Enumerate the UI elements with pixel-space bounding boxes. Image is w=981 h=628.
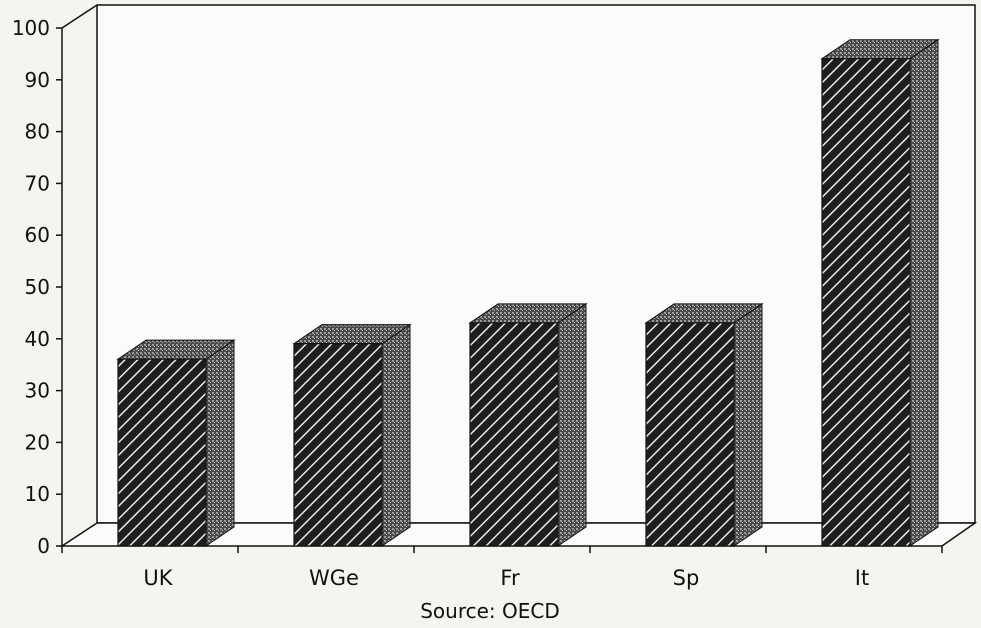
y-tick-label: 80 [25, 120, 50, 144]
bar-side [733, 302, 763, 547]
bar-side [557, 302, 587, 547]
y-tick-label: 20 [25, 430, 50, 454]
x-category-label: Sp [673, 566, 700, 590]
source-note: Source: OECD [420, 599, 560, 623]
y-tick-label: 0 [37, 534, 50, 558]
x-category-label: Fr [500, 566, 520, 590]
y-tick-label: 60 [25, 223, 50, 247]
y-tick-label: 30 [25, 379, 50, 403]
bar-UK [117, 358, 207, 547]
bar-WGe [293, 343, 383, 547]
x-category-label: UK [143, 566, 173, 590]
y-tick-label: 70 [25, 171, 50, 195]
bar-It [821, 58, 911, 547]
y-tick-label: 50 [25, 275, 50, 299]
y-tick-label: 90 [25, 68, 50, 92]
bars [116, 38, 940, 547]
x-category-label: It [855, 566, 869, 590]
bar-side [381, 323, 411, 547]
y-tick-label: 40 [25, 327, 50, 351]
x-category-labels: UK WGe Fr Sp It [143, 566, 869, 590]
x-category-label: WGe [309, 566, 359, 590]
y-axis-depth-top [61, 4, 98, 29]
y-tick-label: 100 [12, 16, 50, 40]
y-tick-labels: 0 10 20 30 40 50 60 70 80 90 100 [12, 16, 62, 558]
bar-side [205, 339, 235, 547]
bar-side [909, 38, 939, 547]
y-tick-label: 10 [25, 482, 50, 506]
bar-Sp [645, 322, 735, 547]
bar-Fr [469, 322, 559, 547]
